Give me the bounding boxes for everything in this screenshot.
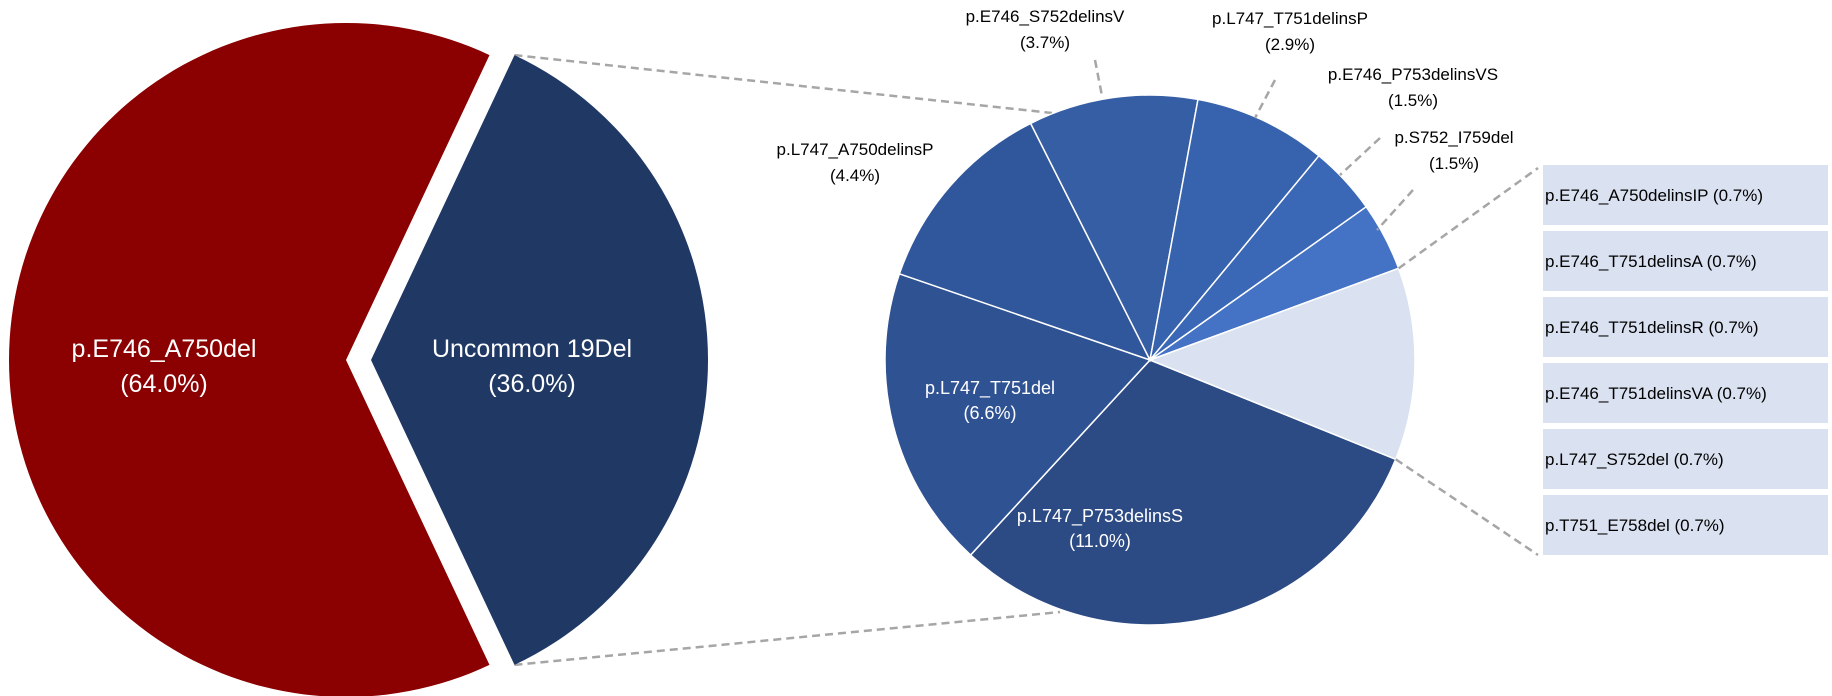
leader-other-top (1397, 166, 1539, 270)
other-item-label: p.E746_T751delinsR (0.7%) (1545, 318, 1759, 337)
leader-other-bottom (1395, 458, 1539, 557)
other-item-box (1543, 495, 1828, 555)
other-item-p-e746-t751delinsr-0-7: p.E746_T751delinsR (0.7%) (1543, 297, 1828, 357)
sub-label-p-s752-i759del: p.S752_I759del (1.5%) (1394, 128, 1513, 173)
sub-slice-p-e746-s752delinsv (1029, 94, 1199, 363)
main-pie (9, 23, 709, 696)
other-item-p-t751-e758del-0-7: p.T751_E758del (0.7%) (1543, 495, 1828, 555)
leader-p-e746-s752delinsv (1093, 59, 1104, 97)
leader-p-l747-t751delinsp (1253, 79, 1277, 119)
sub-label-p-l747-a750delinsp: p.L747_A750delinsP (4.4%) (777, 140, 934, 185)
main-slice-p-e746-a750del (9, 23, 490, 696)
other-item-label: p.E746_A750delinsIP (0.7%) (1545, 186, 1763, 205)
leader-p-s752-i759del (1376, 189, 1414, 231)
sub-label-p-e746-p753delinsvs: p.E746_P753delinsVS (1.5%) (1328, 65, 1498, 110)
slice-labels: p.E746_A750del (64.0%) Uncommon 19Del (36.0… (72, 7, 1514, 551)
sub-slice-p-l747-p753delinss (969, 359, 1397, 626)
other-item-label: p.E746_T751delinsVA (0.7%) (1545, 384, 1767, 403)
other-item-p-l747-s752del-0-7: p.L747_S752del (0.7%) (1543, 429, 1828, 489)
sub-label-p-l747-t751delinsp: p.L747_T751delinsP (2.9%) (1212, 9, 1368, 54)
other-item-label: p.T751_E758del (0.7%) (1545, 516, 1725, 535)
main-slice-uncommon-19del (371, 55, 709, 665)
other-item-p-e746-t751delinsa-0-7: p.E746_T751delinsA (0.7%) (1543, 231, 1828, 291)
leader-lines (1093, 59, 1539, 557)
sub-label-p-l747-t751del: p.L747_T751del (6.6%) (925, 378, 1055, 423)
sub-slice-p-l747-a750delinsp (898, 122, 1152, 362)
connector-lines (514, 53, 1061, 667)
other-item-box (1543, 297, 1828, 357)
main-label-uncommon-19del: Uncommon 19Del (36.0%) (432, 335, 632, 398)
sub-label-p-l747-p753delinss: p.L747_P753delinsS (11.0%) (1017, 506, 1183, 551)
leader-p-e746-p753delinsvs (1339, 137, 1381, 176)
other-item-box (1543, 231, 1828, 291)
other-item-label: p.L747_S752del (0.7%) (1545, 450, 1724, 469)
other-item-box (1543, 363, 1828, 423)
sub-slice-other (1147, 267, 1416, 461)
connector-top (514, 53, 1053, 115)
sub-slice-p-l747-t751del (884, 272, 1152, 557)
other-breakdown-list: p.E746_A750delinsIP (0.7%) p.E746_T751del… (1543, 165, 1828, 555)
sub-pie (884, 94, 1416, 626)
other-item-p-e746-a750delinsip-0-7: p.E746_A750delinsIP (0.7%) (1543, 165, 1828, 225)
other-item-box (1543, 429, 1828, 489)
connector-bottom (514, 610, 1061, 667)
other-item-label: p.E746_T751delinsA (0.7%) (1545, 252, 1757, 271)
sub-label-p-e746-s752delinsv: p.E746_S752delinsV (3.7%) (966, 7, 1125, 52)
other-item-box (1543, 165, 1828, 225)
sub-slice-p-l747-t751delinsp (1148, 98, 1320, 363)
main-label-p-e746-a750del: p.E746_A750del (64.0%) (72, 335, 257, 398)
other-item-p-e746-t751delinsva-0-7: p.E746_T751delinsVA (0.7%) (1543, 363, 1828, 423)
